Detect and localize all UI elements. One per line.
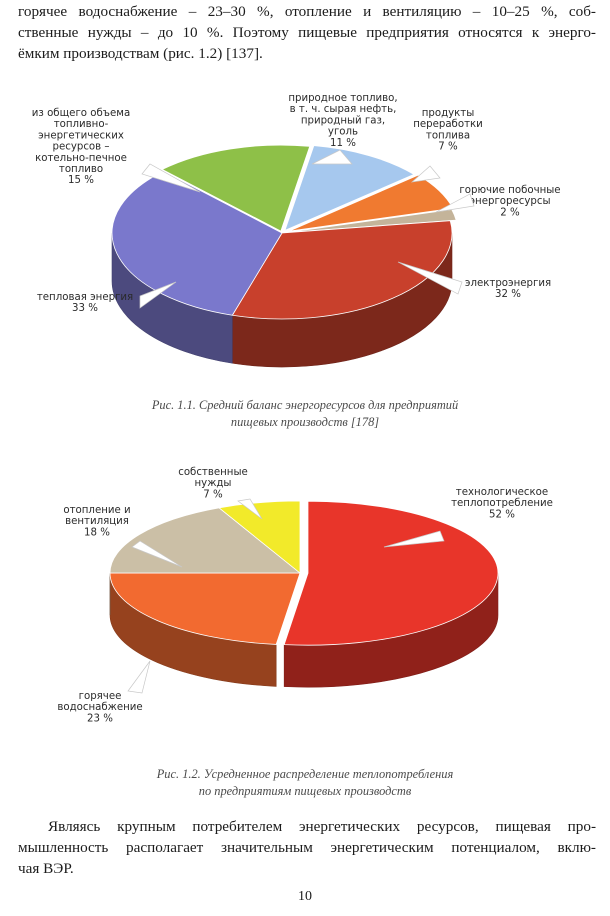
pie-labels: природное топливо, в т. ч. сырая нефть, пр… — [32, 93, 561, 314]
slice-label-line: горячее — [79, 691, 122, 702]
label-pointer — [131, 540, 183, 568]
paragraph-line: ственные нужды – до 10 %. Поэтому пищевы… — [18, 24, 596, 41]
pie-slice — [231, 220, 453, 320]
slice-label: собственные нужды 7 % — [178, 467, 248, 500]
figure-1-pie-chart: природное топливо, в т. ч. сырая нефть, пр… — [32, 93, 561, 368]
pie-slice — [111, 170, 283, 316]
slice-label-line: природное топливо, — [288, 93, 397, 104]
top-paragraph: горячее водоснабжение – 23–30 %, отоплен… — [18, 1, 596, 64]
slice-label-line: технологическое — [456, 487, 548, 498]
slice-label-line: природный газ, — [301, 115, 385, 126]
label-pointer — [141, 163, 201, 193]
caption-line: по предприятиям пищевых производств — [198, 784, 412, 798]
slice-label: продукты переработки топлива 7 % — [413, 108, 483, 153]
slice-label-line: энергетических — [38, 130, 124, 141]
slice-label-line: 15 % — [68, 175, 94, 186]
slice-label-line: 11 % — [330, 138, 356, 149]
slice-label: природное топливо, в т. ч. сырая нефть, пр… — [288, 93, 397, 149]
figure-2-caption: Рис. 1.2. Усредненное распределение тепл… — [0, 766, 610, 800]
slice-label-line: уголь — [328, 127, 358, 138]
slice-label-line: собственные — [178, 467, 248, 478]
slice-label: отопление и вентиляция 18 % — [63, 505, 130, 538]
figure-1-caption: Рис. 1.1. Средний баланс энергоресурсов … — [0, 397, 610, 431]
paragraph-line: мышленность располагает значительным эне… — [18, 839, 596, 856]
label-pointer — [127, 660, 151, 694]
paragraph-line: чая ВЭР. — [18, 860, 74, 877]
slice-label: горючие побочные энергоресурсы 2 % — [459, 185, 560, 218]
slice-label-line: котельно-печное — [35, 153, 127, 164]
pie-slice-tops — [111, 144, 457, 320]
slice-label-line: горючие побочные — [459, 185, 560, 196]
label-pointer — [397, 261, 463, 295]
page-number: 10 — [298, 889, 312, 904]
label-pointer — [410, 165, 441, 183]
slice-label-line: теплопотребление — [451, 498, 553, 509]
slice-label-line: отопление и — [63, 505, 130, 516]
slice-label-line: тепловая энергия — [37, 292, 133, 303]
slice-label: тепловая энергия 33 % — [37, 292, 133, 314]
label-pointer — [311, 149, 353, 165]
label-pointer — [237, 498, 263, 520]
figure-2-pie-chart: технологическое теплопотребление 52 % горяч… — [57, 467, 553, 724]
paragraph-line: Являясь крупным потребителем энергетичес… — [48, 818, 596, 835]
pie-slice — [109, 572, 301, 645]
slice-label-line: ресурсов – — [52, 142, 109, 153]
caption-line: Рис. 1.2. Усредненное распределение тепл… — [156, 767, 454, 781]
slice-label-line: из общего объема — [32, 108, 130, 119]
bottom-paragraph: Являясь крупным потребителем энергетичес… — [18, 816, 596, 879]
slice-label-line: водоснабжение — [57, 702, 142, 713]
slice-label-line: переработки — [413, 119, 483, 130]
slice-label-line: 2 % — [500, 207, 520, 218]
slice-label-line: нужды — [195, 478, 232, 489]
slice-label-line: 7 % — [438, 142, 458, 153]
label-pointer — [383, 530, 445, 548]
slice-label-line: энергоресурсы — [469, 196, 550, 207]
label-pointer — [435, 193, 475, 213]
slice-label-line: топливо — [59, 164, 103, 175]
paragraph-line: ёмким производствам (рис. 1.2) [137]. — [18, 45, 263, 62]
pie-slice-tops — [109, 500, 499, 646]
slice-label-line: продукты — [422, 108, 475, 119]
slice-label-line: 52 % — [489, 509, 515, 520]
paragraph-line: горячее водоснабжение – 23–30 %, отоплен… — [18, 3, 596, 20]
slice-label: электроэнергия 32 % — [465, 278, 551, 300]
slice-label-line: 33 % — [72, 303, 98, 314]
pie-slice — [284, 145, 415, 232]
slice-label-line: 32 % — [495, 289, 521, 300]
pie-slice — [161, 144, 311, 232]
slice-label-line: электроэнергия — [465, 278, 551, 289]
caption-line: пищевых производств [178] — [230, 415, 380, 429]
pie-labels: технологическое теплопотребление 52 % горяч… — [57, 467, 553, 724]
slice-label-line: в т. ч. сырая нефть, — [290, 104, 397, 115]
pie-slice — [283, 500, 499, 646]
slice-label: технологическое теплопотребление 52 % — [451, 487, 553, 520]
slice-label-line: топливно- — [54, 119, 109, 130]
slice-label-line: 18 % — [84, 527, 110, 538]
caption-line: Рис. 1.1. Средний баланс энергоресурсов … — [151, 398, 459, 412]
label-pointer — [139, 281, 177, 309]
slice-label: из общего объема топливно-энергетических р… — [32, 108, 130, 186]
slice-label-line: топлива — [426, 130, 470, 141]
pie-slice — [218, 500, 301, 574]
slice-label-line: 7 % — [203, 489, 223, 500]
slice-label: горячее водоснабжение 23 % — [57, 691, 142, 724]
slice-label-line: 23 % — [87, 713, 113, 724]
slice-label-line: вентиляция — [65, 516, 129, 527]
